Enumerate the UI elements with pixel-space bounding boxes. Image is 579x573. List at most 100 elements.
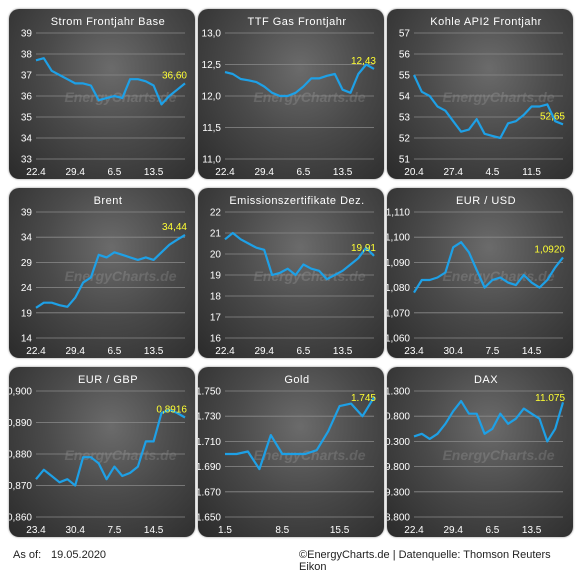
y-tick-label: 9.300 — [387, 487, 410, 498]
x-tick-label: 14.5 — [522, 346, 542, 357]
series-line — [413, 241, 564, 294]
y-tick-label: 1.750 — [198, 387, 221, 398]
y-tick-label: 39 — [21, 208, 33, 219]
watermark-text: EnergyCharts.de — [64, 268, 176, 284]
chart-title: Strom Frontjahr Base — [51, 16, 166, 28]
last-value-label: 52,65 — [540, 111, 565, 122]
chart-title: EUR / GBP — [78, 374, 138, 386]
x-tick-label: 7.5 — [485, 346, 499, 357]
series-line — [224, 231, 375, 281]
x-tick-label: 13.5 — [144, 346, 164, 357]
chart-panel: EnergyCharts.de Brent 14 19 24 29 34 39 22.4 29.4… — [9, 188, 195, 358]
y-tick-label: 56 — [399, 50, 411, 61]
last-value-label: 11.075 — [535, 393, 565, 404]
x-tick-label: 20.4 — [404, 167, 424, 178]
asof-date: 19.05.2020 — [51, 549, 107, 561]
y-tick-label: 36 — [21, 92, 33, 103]
chart-title: Emissionszertifikate Dez. — [229, 195, 364, 207]
chart-panel: EnergyCharts.de Strom Frontjahr Base 33 34 3… — [9, 9, 195, 179]
x-tick-label: 29.4 — [65, 346, 85, 357]
last-value-label: 19,91 — [351, 243, 376, 254]
y-tick-label: 1.650 — [198, 513, 221, 524]
y-tick-label: 24 — [21, 283, 33, 294]
y-tick-label: 1,090 — [387, 258, 410, 269]
y-tick-label: 33 — [21, 155, 33, 166]
x-tick-label: 30.4 — [443, 346, 463, 357]
chart-panel: EnergyCharts.de TTF Gas Frontjahr 11,0 11,5… — [198, 9, 384, 179]
x-tick-label: 23.4 — [26, 525, 46, 536]
y-tick-label: 34 — [21, 134, 33, 145]
y-tick-label: 0,870 — [9, 481, 32, 492]
watermark-text: EnergyCharts.de — [442, 268, 554, 284]
x-tick-label: 6.5 — [107, 167, 121, 178]
chart-title: DAX — [474, 374, 498, 386]
chart-panel: EnergyCharts.de Emissionszertifikate Dez.… — [198, 188, 384, 358]
y-tick-label: 17 — [210, 313, 222, 324]
x-tick-label: 6.5 — [107, 346, 121, 357]
last-value-label: 0,8916 — [156, 404, 187, 415]
chart-title: TTF Gas Frontjahr — [248, 16, 347, 28]
x-tick-label: 1.5 — [218, 525, 232, 536]
y-tick-label: 0,880 — [9, 450, 32, 461]
chart-title: Gold — [284, 374, 309, 386]
y-tick-label: 11,0 — [202, 155, 221, 166]
watermark-text: EnergyCharts.de — [442, 89, 554, 105]
y-tick-label: 1.710 — [198, 437, 221, 448]
watermark-text: EnergyCharts.de — [442, 447, 554, 463]
y-tick-label: 14 — [21, 334, 33, 345]
x-tick-label: 30.4 — [65, 525, 85, 536]
x-tick-label: 13.5 — [522, 525, 542, 536]
x-tick-label: 14.5 — [144, 525, 164, 536]
last-value-label: 1.745 — [351, 393, 376, 404]
watermark-text: EnergyCharts.de — [253, 89, 365, 105]
x-tick-label: 22.4 — [215, 167, 235, 178]
chart-title: Brent — [94, 195, 123, 207]
y-tick-label: 29 — [21, 258, 33, 269]
x-tick-label: 6.5 — [485, 525, 499, 536]
x-tick-label: 7.5 — [107, 525, 121, 536]
chart-svg: EnergyCharts.de Gold 1.650 1.670 1.690 1.710 1… — [198, 374, 376, 536]
last-value-label: 1,0920 — [534, 244, 565, 255]
series-line — [413, 399, 565, 443]
x-tick-label: 29.4 — [65, 167, 85, 178]
y-tick-label: 55 — [399, 71, 411, 82]
y-tick-label: 11,5 — [202, 123, 221, 134]
x-tick-label: 29.4 — [443, 525, 463, 536]
last-value-label: 34,44 — [162, 222, 187, 233]
y-tick-label: 1,100 — [387, 233, 410, 244]
chart-svg: EnergyCharts.de TTF Gas Frontjahr 11,0 11,5… — [202, 16, 377, 178]
chart-svg: EnergyCharts.de Kohle API2 Frontjahr 51 52 5… — [399, 16, 566, 178]
y-tick-label: 21 — [210, 229, 222, 240]
last-value-label: 36,60 — [162, 70, 187, 81]
asof-label: As of: — [13, 549, 42, 561]
y-tick-label: 19 — [21, 308, 33, 319]
y-tick-label: 13,0 — [202, 29, 222, 40]
series-line — [35, 408, 186, 487]
chart-panel: EnergyCharts.de Kohle API2 Frontjahr 51 52 5… — [387, 9, 573, 179]
x-tick-label: 22.4 — [404, 525, 424, 536]
chart-svg: EnergyCharts.de EUR / USD 1,060 1,070 1,080 1… — [387, 195, 565, 357]
y-tick-label: 11.300 — [387, 387, 410, 398]
chart-svg: EnergyCharts.de DAX 8.800 9.300 9.800 10.300 1… — [387, 374, 565, 536]
x-tick-label: 15.5 — [330, 525, 350, 536]
x-tick-label: 22.4 — [26, 346, 46, 357]
y-tick-label: 35 — [21, 113, 33, 124]
chart-title: Kohle API2 Frontjahr — [430, 16, 542, 28]
y-tick-label: 38 — [21, 50, 33, 61]
series-line — [413, 74, 564, 140]
chart-svg: EnergyCharts.de Brent 14 19 24 29 34 39 22.4 29.4… — [21, 195, 188, 357]
x-tick-label: 29.4 — [254, 167, 274, 178]
y-tick-label: 57 — [399, 29, 411, 40]
x-tick-label: 22.4 — [26, 167, 46, 178]
y-tick-label: 22 — [210, 208, 222, 219]
y-tick-label: 1.690 — [198, 462, 221, 473]
chart-panel: EnergyCharts.de DAX 8.800 9.300 9.800 10.300 1… — [387, 367, 573, 537]
x-tick-label: 22.4 — [215, 346, 235, 357]
x-tick-label: 13.5 — [144, 167, 164, 178]
x-tick-label: 4.5 — [485, 167, 499, 178]
y-tick-label: 10.800 — [387, 412, 410, 423]
y-tick-label: 0,890 — [9, 418, 32, 429]
y-tick-label: 9.800 — [387, 462, 410, 473]
